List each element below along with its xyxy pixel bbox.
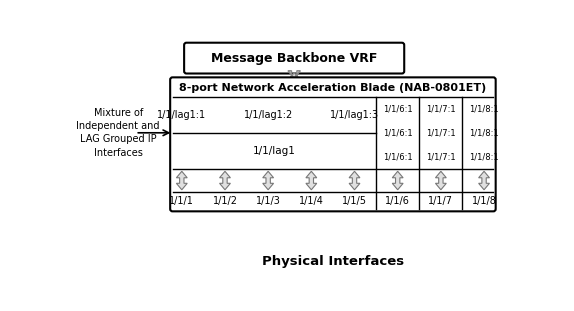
FancyBboxPatch shape: [184, 43, 404, 73]
Text: 1/1/2: 1/1/2: [212, 196, 238, 206]
Text: 1/1/lag1: 1/1/lag1: [253, 146, 296, 156]
Polygon shape: [219, 171, 230, 190]
Polygon shape: [263, 171, 274, 190]
Text: 1/1/6:1: 1/1/6:1: [383, 152, 413, 161]
Text: 1/1/lag1:3: 1/1/lag1:3: [330, 110, 379, 120]
Text: 1/1/lag1:1: 1/1/lag1:1: [157, 110, 207, 120]
Polygon shape: [176, 171, 187, 190]
Polygon shape: [306, 171, 317, 190]
Polygon shape: [436, 171, 447, 190]
Text: 1/1/8:1: 1/1/8:1: [469, 152, 499, 161]
Text: Mixture of
Independent and
LAG Grouped IP
Interfaces: Mixture of Independent and LAG Grouped I…: [76, 108, 160, 158]
Text: 1/1/7: 1/1/7: [428, 196, 453, 206]
Polygon shape: [392, 171, 403, 190]
Text: 1/1/3: 1/1/3: [256, 196, 281, 206]
Text: 1/1/8: 1/1/8: [472, 196, 497, 206]
Text: 1/1/1: 1/1/1: [169, 196, 194, 206]
Text: 1/1/7:1: 1/1/7:1: [426, 152, 456, 161]
Polygon shape: [479, 171, 490, 190]
Text: Message Backbone VRF: Message Backbone VRF: [211, 52, 377, 65]
Text: 1/1/6: 1/1/6: [385, 196, 410, 206]
Text: 1/1/4: 1/1/4: [299, 196, 324, 206]
Text: 8-port Network Acceleration Blade (NAB-0801ET): 8-port Network Acceleration Blade (NAB-0…: [179, 83, 487, 93]
Text: 1/1/7:1: 1/1/7:1: [426, 104, 456, 113]
Text: 1/1/6:1: 1/1/6:1: [383, 104, 413, 113]
Text: 1/1/8:1: 1/1/8:1: [469, 128, 499, 137]
Polygon shape: [349, 171, 360, 190]
Text: 1/1/lag1:2: 1/1/lag1:2: [243, 110, 293, 120]
Text: 1/1/7:1: 1/1/7:1: [426, 128, 456, 137]
Text: 1/1/5: 1/1/5: [342, 196, 367, 206]
Polygon shape: [288, 71, 300, 80]
FancyBboxPatch shape: [170, 77, 496, 211]
Text: 1/1/8:1: 1/1/8:1: [469, 104, 499, 113]
Text: 1/1/6:1: 1/1/6:1: [383, 128, 413, 137]
Text: Physical Interfaces: Physical Interfaces: [262, 255, 404, 268]
